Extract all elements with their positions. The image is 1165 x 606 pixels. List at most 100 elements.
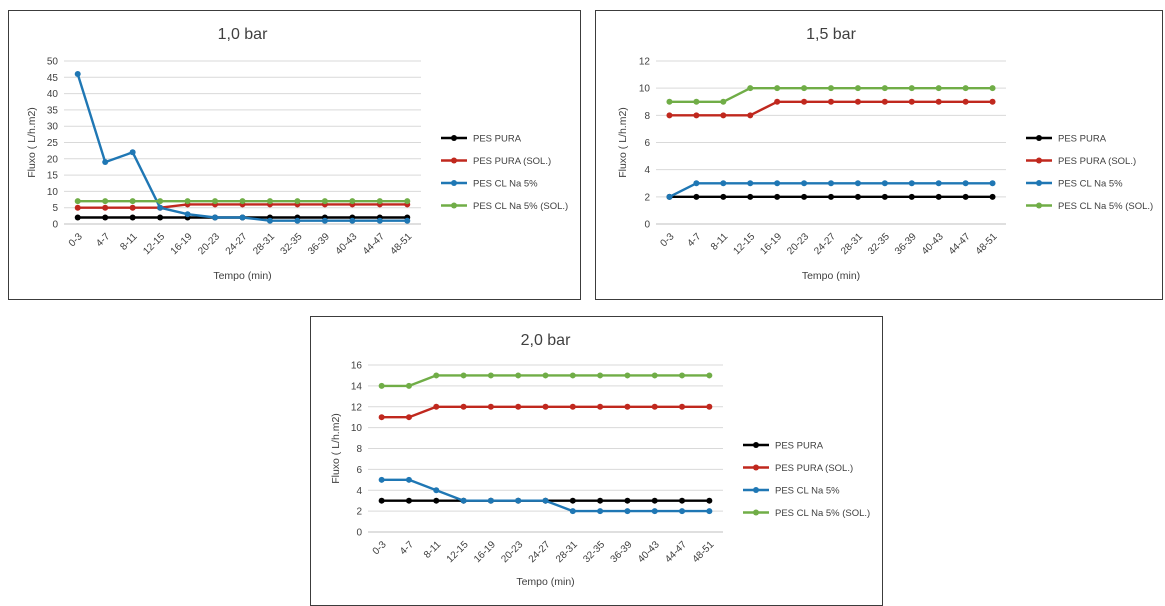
chart-panel-1-5-bar: 1,5 bar 0 2 4 6 8 10 12 0-3 4-7 8-11 12-15 16-19 20-2… [595,10,1163,300]
y-tick-label: 14 [351,381,363,392]
data-point [240,214,246,220]
legend-marker [451,180,457,186]
data-point [666,99,672,105]
legend-item: PES CL Na 5% [441,179,538,190]
x-axis-label: Tempo (min) [213,270,271,282]
legend-label: PES PURA (SOL.) [473,156,551,167]
legend-label: PES CL Na 5% (SOL.) [473,201,568,212]
data-point [679,372,685,378]
legend-item: PES CL Na 5% (SOL.) [1026,201,1153,212]
data-point [963,194,969,200]
y-tick-label: 2 [644,192,650,203]
data-point [130,198,136,204]
data-point [882,194,888,200]
x-tick-label: 16-19 [169,231,195,257]
data-point [666,112,672,118]
data-point [624,508,630,514]
chart-svg-1-5-bar: 1,5 bar0246810120-3 4-7 8-11 12-15 16-19 20-2… [596,11,1162,299]
data-point [379,477,385,483]
series-pes-cl-na-5 [379,477,713,514]
data-point [774,180,780,186]
chart-svg-2-0-bar: 2,0 bar02468101214160-3 4-7 8-11 12-15 16-19… [311,317,882,605]
x-tick-label: 40-43 [920,231,946,257]
x-tick-label: 32-35 [866,231,892,257]
legend-label: PES CL Na 5% [775,486,840,497]
data-point [666,194,672,200]
data-point [379,414,385,420]
x-tick-label: 48-51 [691,539,717,565]
data-point [828,85,834,91]
data-point [404,198,410,204]
x-tick-label: 8-11 [422,539,444,561]
legend-item: PES PURA (SOL.) [441,156,551,167]
data-point [185,198,191,204]
y-tick-label: 20 [47,154,59,165]
y-tick-label: 10 [351,423,363,434]
data-point [936,99,942,105]
legend-item: PES CL Na 5% (SOL.) [441,201,568,212]
data-point [720,112,726,118]
data-point [720,194,726,200]
data-point [185,211,191,217]
data-point [855,180,861,186]
data-point [909,99,915,105]
data-point [936,85,942,91]
x-tick-label: 24-27 [812,231,838,257]
legend-marker [753,487,759,493]
x-tick-label: 4-7 [94,231,112,249]
x-tick-label: 40-43 [636,539,662,565]
legend-item: PES PURA [743,441,824,452]
data-point [693,112,699,118]
data-point [433,404,439,410]
y-tick-label: 6 [356,465,362,476]
legend: PES PURA PES PURA (SOL.) PES CL Na 5% PES C… [1026,134,1153,213]
data-point [102,205,108,211]
x-tick-label: 28-31 [554,539,580,565]
data-point [75,71,81,77]
data-point [990,99,996,105]
data-point [693,194,699,200]
x-axis-label: Tempo (min) [802,270,860,282]
data-point [801,85,807,91]
data-point [597,404,603,410]
chart-panel-2-0-bar: 2,0 bar 0 2 4 6 8 10 12 14 16 0-3 4-7 8-11 12-15 16-19… [310,316,883,606]
x-tick-label: 16-19 [472,539,498,565]
data-point [157,214,163,220]
x-tick-label: 12-15 [445,539,471,565]
x-tick-label: 12-15 [731,231,757,257]
legend-label: PES PURA [775,441,824,452]
x-tick-label: 12-15 [141,231,167,257]
data-point [936,180,942,186]
data-point [963,99,969,105]
legend-marker [753,442,759,448]
data-point [747,85,753,91]
data-point [294,218,300,224]
data-point [377,218,383,224]
data-point [75,198,81,204]
data-point [102,198,108,204]
legend-label: PES PURA [473,134,522,145]
y-tick-label: 2 [356,507,362,518]
legend-item: PES CL Na 5% [1026,179,1123,190]
x-tick-label: 48-51 [388,231,414,257]
data-point [377,198,383,204]
legend-item: PES PURA [441,134,522,145]
data-point [570,372,576,378]
x-tick-label: 28-31 [251,231,277,257]
data-point [157,198,163,204]
data-point [706,372,712,378]
data-point [747,112,753,118]
x-tick-label: 44-47 [663,539,689,565]
x-tick-label: 24-27 [224,231,250,257]
data-point [828,180,834,186]
legend-marker [451,203,457,209]
x-tick-label: 4-7 [685,231,703,249]
data-point [706,498,712,504]
y-tick-label: 15 [47,171,59,182]
x-tick-label: 36-39 [306,231,332,257]
x-tick-label: 28-31 [839,231,865,257]
data-point [404,218,410,224]
data-point [130,149,136,155]
y-axis-label: Fluxo ( L/h.m2) [330,413,342,484]
legend-marker [1036,180,1042,186]
